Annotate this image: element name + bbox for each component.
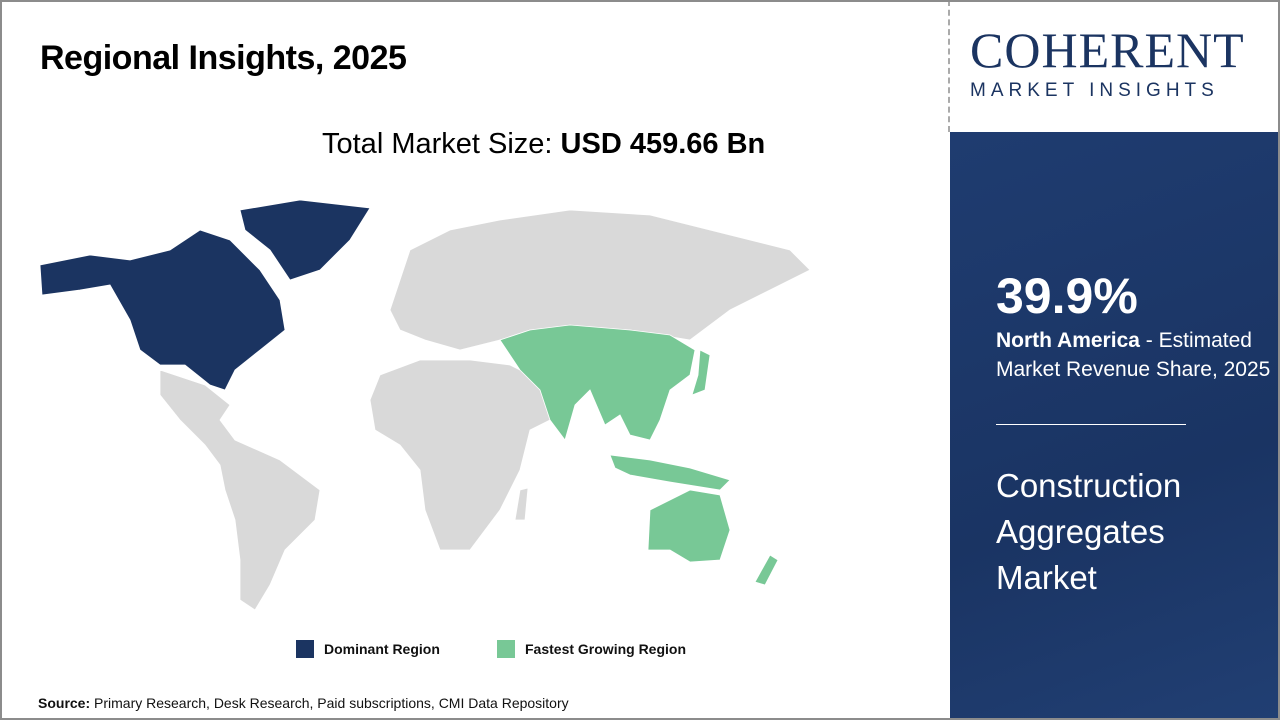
total-market-size: Total Market Size: USD 459.66 Bn: [322, 126, 765, 162]
source-note: Source: Primary Research, Desk Research,…: [38, 694, 569, 712]
legend-label: Fastest Growing Region: [525, 641, 687, 657]
logo-tagline: MARKET INSIGHTS: [970, 80, 1219, 101]
legend-label: Dominant Region: [324, 641, 440, 657]
source-text: Primary Research, Desk Research, Paid su…: [90, 695, 569, 711]
logo-wordmark: COHERENT: [970, 22, 1245, 78]
region-new-zealand: [754, 554, 779, 586]
region-indonesia: [609, 454, 731, 491]
total-market-value: USD 459.66 Bn: [560, 128, 766, 160]
legend-fastest: Fastest Growing Region: [497, 640, 686, 658]
info-panel: 39.9% North America - Estimated Market R…: [950, 132, 1278, 718]
share-description: North America - Estimated Market Revenue…: [996, 326, 1271, 384]
legend-dominant: Dominant Region: [296, 640, 440, 658]
source-label: Source:: [38, 695, 91, 711]
divider: [948, 0, 950, 132]
panel-divider: [996, 424, 1186, 425]
region-europe-russia: [389, 209, 811, 351]
region-japan: [691, 349, 711, 396]
share-desc-text: - Estimated Market Revenue Share, 2025: [996, 329, 1271, 381]
company-logo: COHERENT MARKET INSIGHTS: [950, 0, 1280, 132]
region-madagascar: [514, 487, 529, 521]
share-percent: 39.9%: [996, 268, 1138, 324]
region-africa-middle-east: [369, 359, 561, 551]
region-greenland: [239, 199, 371, 281]
world-map: [39, 199, 811, 611]
market-name: Construction Aggregates Market: [996, 467, 1182, 596]
region-north-america: [39, 229, 286, 391]
legend-swatch-fastest: [497, 640, 515, 658]
region-asia-pacific: [499, 324, 696, 441]
region-latin-america: [159, 369, 321, 611]
page-title: Regional Insights, 2025: [40, 39, 407, 77]
region-australia: [647, 489, 731, 563]
total-market-label: Total Market Size:: [322, 128, 553, 160]
region-name: North America: [996, 329, 1140, 352]
legend-swatch-dominant: [296, 640, 314, 658]
